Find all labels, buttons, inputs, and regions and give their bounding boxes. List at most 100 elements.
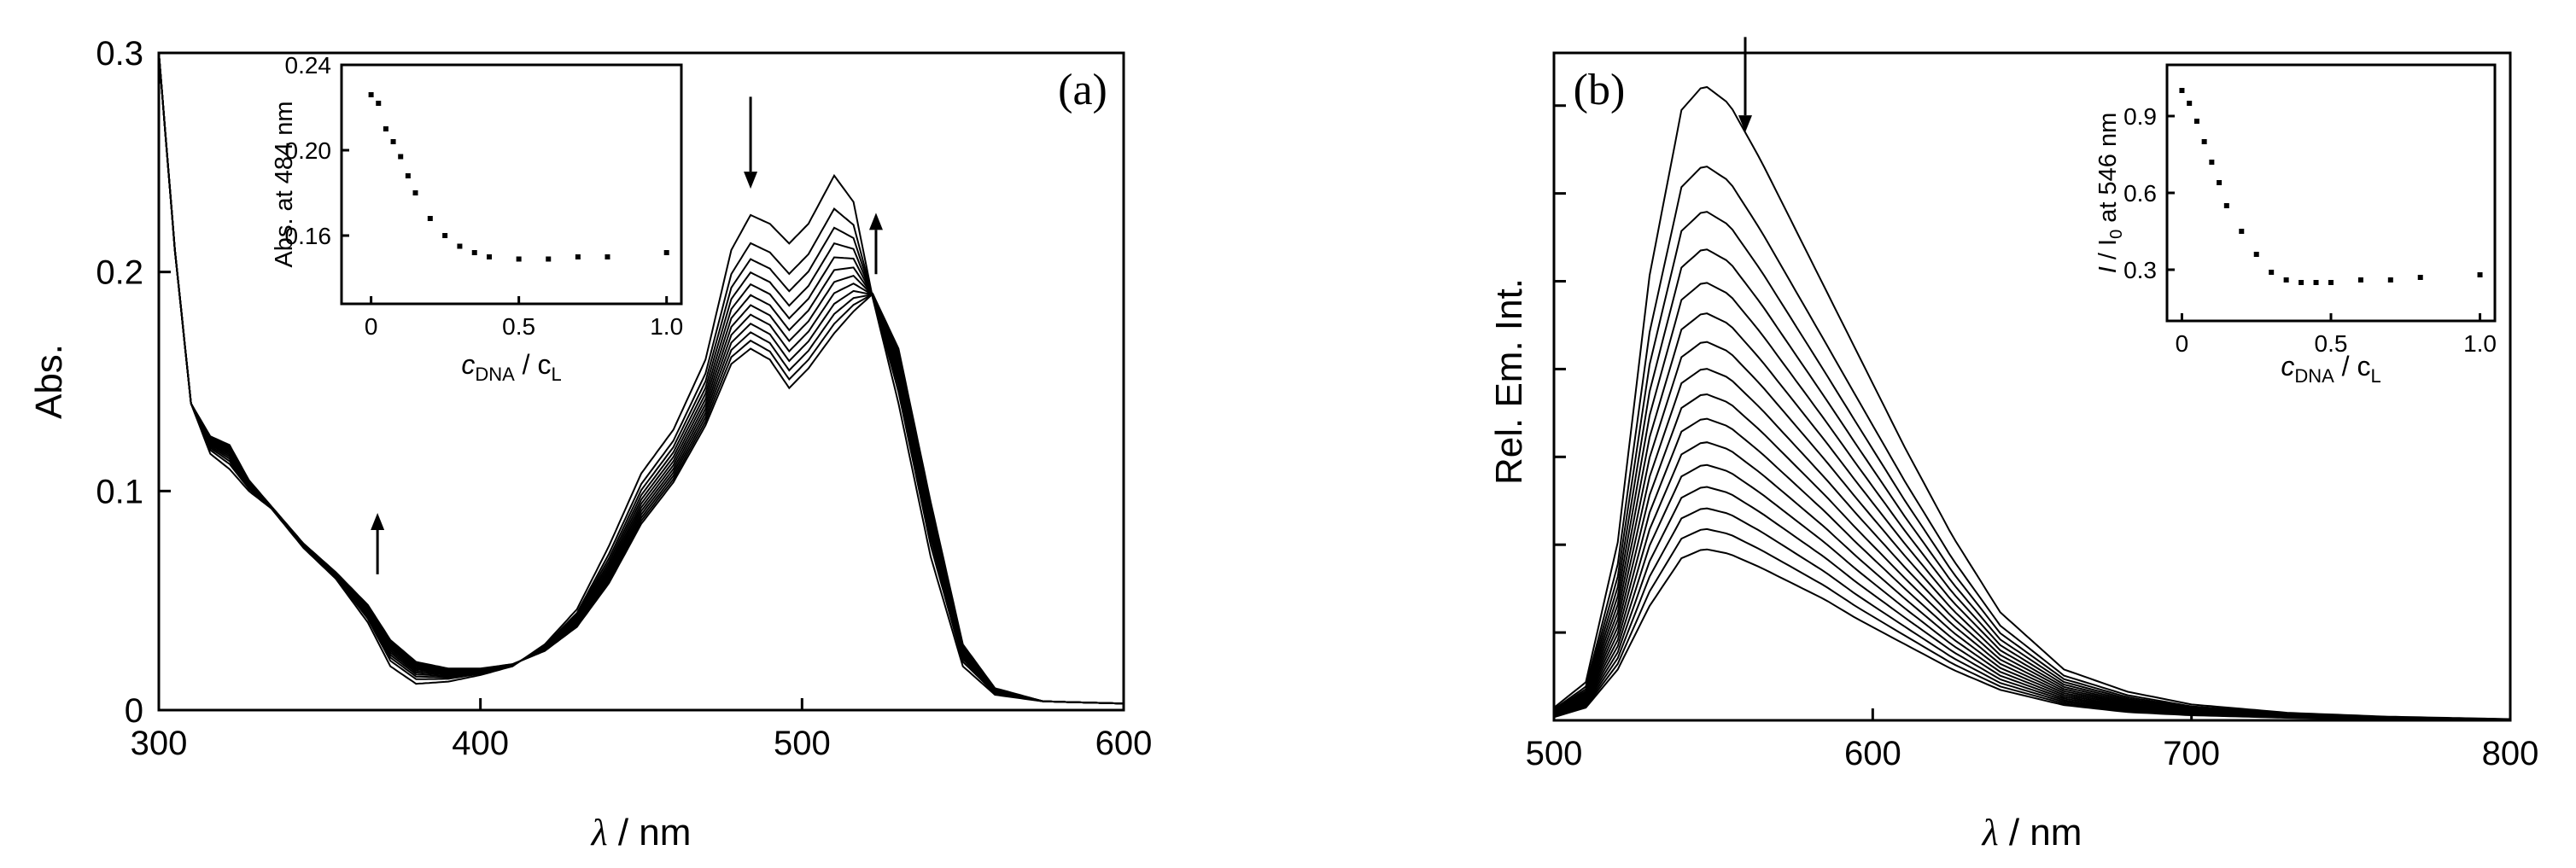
panel-b-inset-point — [2223, 203, 2229, 208]
panel-a-x-tick-label: 400 — [452, 725, 509, 762]
panel-b-inset-point — [2269, 270, 2275, 275]
panel-a-inset-point — [412, 190, 418, 195]
panel-b-inset-point — [2283, 277, 2289, 283]
panel-b-inset-y-ticks: 0.3 0.6 0.9 — [2123, 103, 2175, 283]
panel-a-arrow-up-2 — [868, 213, 883, 275]
panel-b-inset-points — [2179, 88, 2483, 285]
panel-b-inset-y-label: I / I0 at 546 nm — [2094, 113, 2126, 273]
panel-b-curve-16 — [1553, 548, 2511, 721]
panel-b-x-axis-symbol: λ — [1981, 812, 1999, 853]
panel-a-arrow-down-1 — [744, 96, 758, 189]
panel-b-inset-y-tick-label: 0.3 — [2123, 257, 2157, 283]
panel-b-inset-y-tick-label: 0.6 — [2123, 180, 2157, 207]
panel-b-inset-point — [2217, 180, 2223, 185]
panel-b-inset-point — [2209, 160, 2215, 165]
panel-a-arrow-head — [744, 172, 758, 189]
panel-b-inset-x-ticks: 0 0.5 1.0 — [2176, 313, 2497, 357]
panel-a-inset-point — [383, 126, 388, 131]
panel-a-inset-points — [368, 92, 669, 262]
panel-b-letter: (b) — [1574, 66, 1626, 114]
panel-b-inset-point — [2179, 88, 2185, 93]
panel-b-inset-point — [2253, 252, 2259, 257]
panel-a-absorption: 300 400 500 600 00.10.20.3 λ / nm Abs. (a) … — [28, 35, 1152, 853]
panel-a-arrow-up-3 — [371, 513, 385, 574]
panel-b-arrows — [1738, 37, 1752, 133]
panel-a-inset: 0 0.5 1.0 0.16 0.20 0.24 Abs. at 484 nm cDNA… — [271, 52, 683, 385]
panel-b-x-tick-label: 800 — [2482, 735, 2539, 772]
panel-a-inset-point — [575, 254, 581, 259]
panel-a-x-tick-label: 500 — [774, 725, 831, 762]
panel-b-x-axis-label: λ / nm — [1981, 812, 2082, 853]
panel-b-x-tick-label: 700 — [2163, 735, 2220, 772]
panel-b-x-tick-label: 500 — [1526, 735, 1583, 772]
panel-a-x-tick-label: 300 — [131, 725, 188, 762]
panel-a-x-axis-unit: / nm — [608, 812, 692, 853]
panel-a-arrow-head — [371, 513, 385, 530]
panel-a-inset-x-tick-label: 0 — [365, 313, 378, 340]
panel-a-inset-point — [605, 254, 610, 259]
panel-a-inset-y-tick-label: 0.16 — [285, 223, 332, 249]
panel-a-x-ticks: 300 400 500 600 — [131, 698, 1153, 762]
panel-a-y-ticks: 0 0.1 0.2 0.3 — [96, 35, 171, 730]
panel-b-inset-point — [2239, 229, 2245, 234]
panel-b-inset-point — [2299, 280, 2304, 285]
panel-a-y-tick-label: 0 — [125, 692, 143, 730]
panel-b-inset-x-tick-label: 1.0 — [2463, 330, 2497, 357]
panel-a-inset-point — [390, 139, 396, 144]
panel-b-inset-point — [2187, 101, 2193, 106]
panel-b-inset-background — [2167, 65, 2495, 321]
panel-a-inset-point — [471, 250, 477, 255]
panel-b-y-ticks — [1554, 104, 1566, 634]
panel-b-arrow-down-1 — [1738, 37, 1752, 133]
panel-b-inset-y-tick-label: 0.9 — [2123, 103, 2157, 130]
panel-b-y-axis-label: Rel. Em. Int. — [1488, 278, 1530, 485]
panel-a-inset-point — [405, 173, 411, 178]
panel-b-inset-point — [2357, 277, 2363, 283]
panel-a-y-tick-label: 0.3 — [96, 35, 143, 73]
panel-a-inset-point — [442, 233, 448, 238]
panel-a-x-tick-label: 600 — [1095, 725, 1153, 762]
panel-a-letter: (a) — [1058, 66, 1107, 114]
panel-b-inset-x-tick-label: 0 — [2176, 330, 2189, 357]
panel-b-inset-point — [2387, 277, 2393, 283]
panel-a-curve-12 — [158, 52, 1124, 705]
panel-a-x-axis-label: λ / nm — [590, 812, 692, 853]
panel-a-inset-x-ticks: 0 0.5 1.0 — [365, 296, 683, 340]
panel-a-inset-point — [546, 256, 552, 262]
panel-a-inset-point — [457, 243, 463, 249]
panel-b-curve-15 — [1553, 527, 2510, 721]
panel-a-inset-background — [342, 65, 681, 304]
panel-a-inset-point — [398, 154, 404, 160]
panel-b-x-tick-label: 600 — [1844, 735, 1901, 772]
panel-a-inset-point — [487, 254, 493, 259]
panel-a-inset-x-tick-label: 0.5 — [502, 313, 535, 340]
panel-a-y-axis-label: Abs. — [28, 344, 70, 419]
panel-b-inset-point — [2193, 119, 2199, 124]
panel-b-curves — [1553, 85, 2511, 721]
panel-a-inset-point — [516, 256, 522, 262]
panel-b-x-axis-unit: / nm — [1999, 812, 2082, 853]
panel-a-y-tick-label: 0.1 — [96, 473, 143, 510]
panel-b-inset-point — [2477, 272, 2483, 277]
panel-a-inset-frame — [340, 63, 683, 306]
panel-b-plot-frame — [1552, 51, 2512, 722]
panel-b-inset-point — [2328, 280, 2334, 285]
panel-b-inset-x-tick-label: 0.5 — [2315, 330, 2348, 357]
panel-a-inset-x-label: cDNA / cL — [461, 349, 561, 385]
panel-b-inset-point — [2201, 139, 2207, 144]
panel-b-curve-5 — [1553, 282, 2511, 720]
panel-a-y-tick-label: 0.2 — [96, 254, 143, 292]
panel-a-inset-point — [427, 216, 433, 221]
panel-b-curve-9 — [1553, 393, 2511, 720]
panel-a-inset-point — [663, 250, 669, 255]
panel-a-x-axis-symbol: λ — [590, 812, 608, 853]
panel-b-inset-point — [2313, 280, 2319, 285]
panel-a-inset-point — [376, 101, 382, 106]
panel-a-inset-x-tick-label: 1.0 — [650, 313, 683, 340]
panel-b-inset: 0 0.5 1.0 0.3 0.6 0.9 I / I0 at 546 nm cDNA … — [2094, 63, 2497, 387]
panel-a-inset-y-label: Abs. at 484 nm — [271, 101, 298, 267]
panel-b-curve-10 — [1553, 417, 2510, 720]
panel-b-inset-x-label: cDNA / cL — [2281, 351, 2380, 387]
panel-b-arrow-head — [1738, 115, 1752, 133]
